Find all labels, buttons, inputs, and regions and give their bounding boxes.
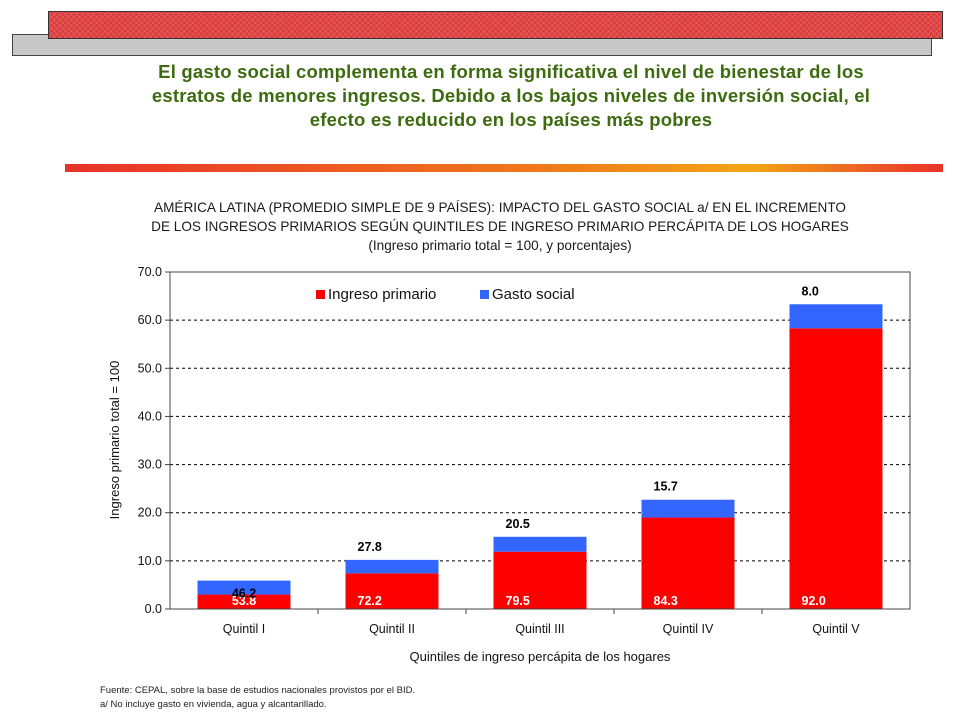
header-banner	[48, 11, 943, 39]
x-axis-title: Quintiles de ingreso percápita de los ho…	[410, 649, 671, 664]
bar-ingreso-primario	[345, 573, 439, 609]
x-tick-label: Quintil II	[369, 622, 415, 636]
legend-label: Gasto social	[492, 286, 575, 303]
bar-ingreso-primario	[493, 551, 587, 609]
label-gasto-social: 20.5	[506, 517, 530, 531]
bar-ingreso-primario	[641, 517, 735, 609]
chart-title-line-2: DE LOS INGRESOS PRIMARIOS SEGÚN QUINTILE…	[151, 219, 849, 234]
slide-title-line-2: estratos de menores ingresos. Debido a l…	[151, 85, 871, 106]
chart-title-line-1: AMÉRICA LATINA (PROMEDIO SIMPLE DE 9 PAÍ…	[154, 200, 846, 215]
legend-label: Ingreso primario	[328, 286, 436, 303]
bar-ingreso-primario	[789, 328, 883, 609]
label-ingreso-primario: 53.8	[232, 594, 256, 608]
slide-title-line-1: El gasto social complementa en forma sig…	[158, 61, 864, 82]
slide-title: El gasto social complementa en forma sig…	[100, 60, 922, 132]
x-tick-label: Quintil V	[812, 622, 860, 636]
label-gasto-social: 27.8	[358, 540, 382, 554]
bar-gasto-social	[197, 580, 291, 595]
y-tick-label: 30.0	[138, 458, 162, 472]
bar-ingreso-primario	[197, 594, 291, 609]
label-gasto-social: 8.0	[802, 284, 819, 298]
bar-gasto-social	[789, 304, 883, 329]
x-tick-label: Quintil III	[515, 622, 564, 636]
x-tick-label: Quintil I	[223, 622, 265, 636]
slide-title-line-3: efecto es reducido en los países más pob…	[309, 109, 713, 130]
label-ingreso-primario: 79.5	[506, 594, 530, 608]
title-divider-rule	[65, 164, 943, 172]
source-footnote: Fuente: CEPAL, sobre la base de estudios…	[100, 685, 416, 696]
legend-swatch	[316, 290, 325, 299]
y-tick-label: 40.0	[138, 409, 162, 423]
y-tick-label: 60.0	[138, 313, 162, 327]
axes: 0.0 10.0 20.0 30.0 40.0 50.0 60.0 70.0 Quintil I…	[138, 265, 910, 636]
y-tick-label: 50.0	[138, 361, 162, 375]
legend-swatch	[480, 290, 489, 299]
note-footnote: a/ No incluye gasto en vivienda, agua y …	[100, 699, 327, 710]
bar-gasto-social	[493, 536, 587, 552]
bar-gasto-social	[345, 559, 439, 574]
bar-gasto-social	[641, 499, 735, 518]
y-tick-label: 10.0	[138, 554, 162, 568]
label-gasto-social: 15.7	[654, 480, 678, 494]
bars	[197, 304, 883, 609]
y-axis-title: Ingreso primario total = 100	[107, 361, 122, 520]
y-tick-label: 20.0	[138, 506, 162, 520]
y-tick-label: 70.0	[138, 265, 162, 279]
legend: Ingreso primario Gasto social	[316, 286, 575, 303]
label-ingreso-primario: 92.0	[802, 594, 826, 608]
data-labels: 53.846.2 72.2 27.8 79.5 20.5 84.3 15.7 92.0 8.0	[232, 284, 826, 608]
x-tick-label: Quintil IV	[663, 622, 714, 636]
label-ingreso-primario: 84.3	[654, 594, 678, 608]
chart-title-line-3: (Ingreso primario total = 100, y porcent…	[368, 238, 632, 253]
label-ingreso-primario: 72.2	[358, 594, 382, 608]
label-gasto-social: 46.2	[232, 587, 256, 601]
y-tick-label: 0.0	[145, 602, 162, 616]
chart-title: AMÉRICA LATINA (PROMEDIO SIMPLE DE 9 PAÍ…	[80, 198, 920, 255]
